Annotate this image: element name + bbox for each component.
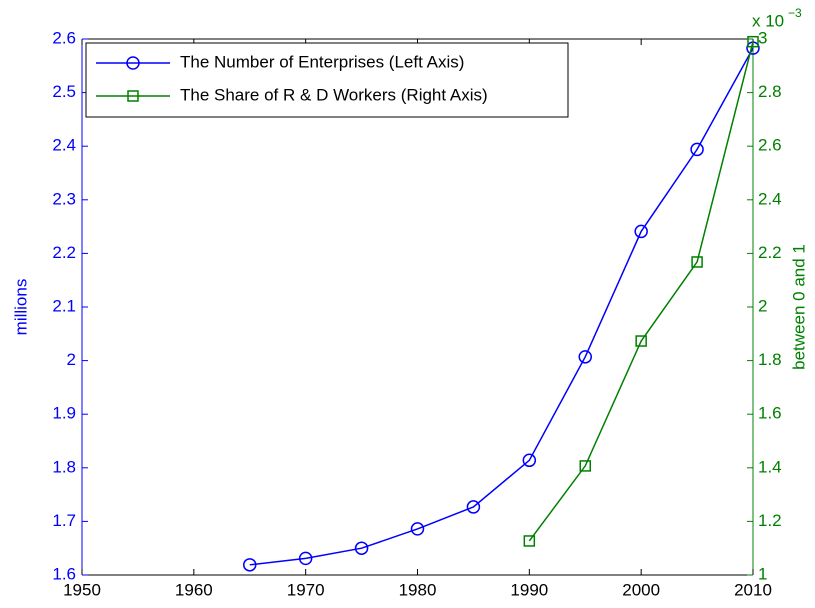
legend-label: The Share of R & D Workers (Right Axis) bbox=[180, 85, 488, 104]
y-tick-label: 1.6 bbox=[52, 564, 76, 583]
y2-tick-label: 2.2 bbox=[758, 243, 782, 262]
point bbox=[522, 453, 537, 468]
y-tick-label: 2.3 bbox=[52, 189, 76, 208]
series-line bbox=[249, 47, 754, 566]
point bbox=[243, 558, 257, 572]
point bbox=[354, 541, 369, 555]
point bbox=[298, 551, 313, 566]
y2-tick-label: 1.8 bbox=[758, 350, 782, 369]
legend-box bbox=[85, 42, 569, 118]
y2-tick-label: 1.6 bbox=[758, 404, 782, 423]
point bbox=[523, 535, 536, 547]
y2-tick-label: 2.6 bbox=[758, 136, 782, 155]
legend-marker bbox=[126, 56, 140, 70]
x-tick-label: 2000 bbox=[622, 580, 660, 599]
y2-multiplier: x 10 bbox=[752, 11, 784, 30]
point bbox=[579, 460, 591, 472]
y2-tick-label: 2.4 bbox=[758, 189, 782, 208]
y2-tick-label: 3 bbox=[758, 28, 767, 47]
point bbox=[690, 142, 704, 157]
point bbox=[747, 35, 759, 48]
y-tick-label: 2.2 bbox=[52, 243, 76, 262]
y-tick-label: 2 bbox=[67, 350, 76, 369]
point bbox=[634, 224, 648, 239]
y-tick-label: 1.9 bbox=[52, 404, 76, 423]
y2-tick-label: 1.2 bbox=[758, 511, 782, 530]
point bbox=[578, 350, 592, 364]
y2-multiplier-exponent: −3 bbox=[788, 6, 802, 20]
y-tick-label: 2.4 bbox=[52, 136, 76, 155]
x-tick-label: 2010 bbox=[734, 580, 772, 599]
y2-axis-label: between 0 and 1 bbox=[789, 244, 808, 370]
y-tick-label: 1.7 bbox=[52, 511, 76, 530]
x-tick-label: 1960 bbox=[175, 580, 213, 599]
point bbox=[635, 335, 647, 347]
x-tick-label: 1950 bbox=[63, 580, 101, 599]
y2-tick-label: 1.4 bbox=[758, 457, 782, 476]
x-tick-label: 1970 bbox=[287, 580, 325, 599]
series-line bbox=[528, 41, 754, 542]
y-axis-label: millions bbox=[11, 279, 30, 336]
y2-tick-label: 2.8 bbox=[758, 82, 782, 101]
point bbox=[691, 256, 703, 268]
y-tick-label: 2.5 bbox=[52, 82, 76, 101]
y2-tick-label: 1 bbox=[758, 564, 767, 583]
x-tick-label: 1990 bbox=[510, 580, 548, 599]
y-tick-label: 1.8 bbox=[52, 457, 76, 476]
legend-marker bbox=[127, 90, 139, 102]
x-tick-label: 1980 bbox=[399, 580, 437, 599]
y-tick-label: 2.1 bbox=[52, 296, 76, 315]
point bbox=[410, 522, 425, 536]
y2-tick-label: 2 bbox=[758, 296, 767, 315]
point bbox=[466, 500, 481, 514]
y-tick-label: 2.6 bbox=[52, 28, 76, 47]
legend-label: The Number of Enterprises (Left Axis) bbox=[180, 52, 464, 71]
